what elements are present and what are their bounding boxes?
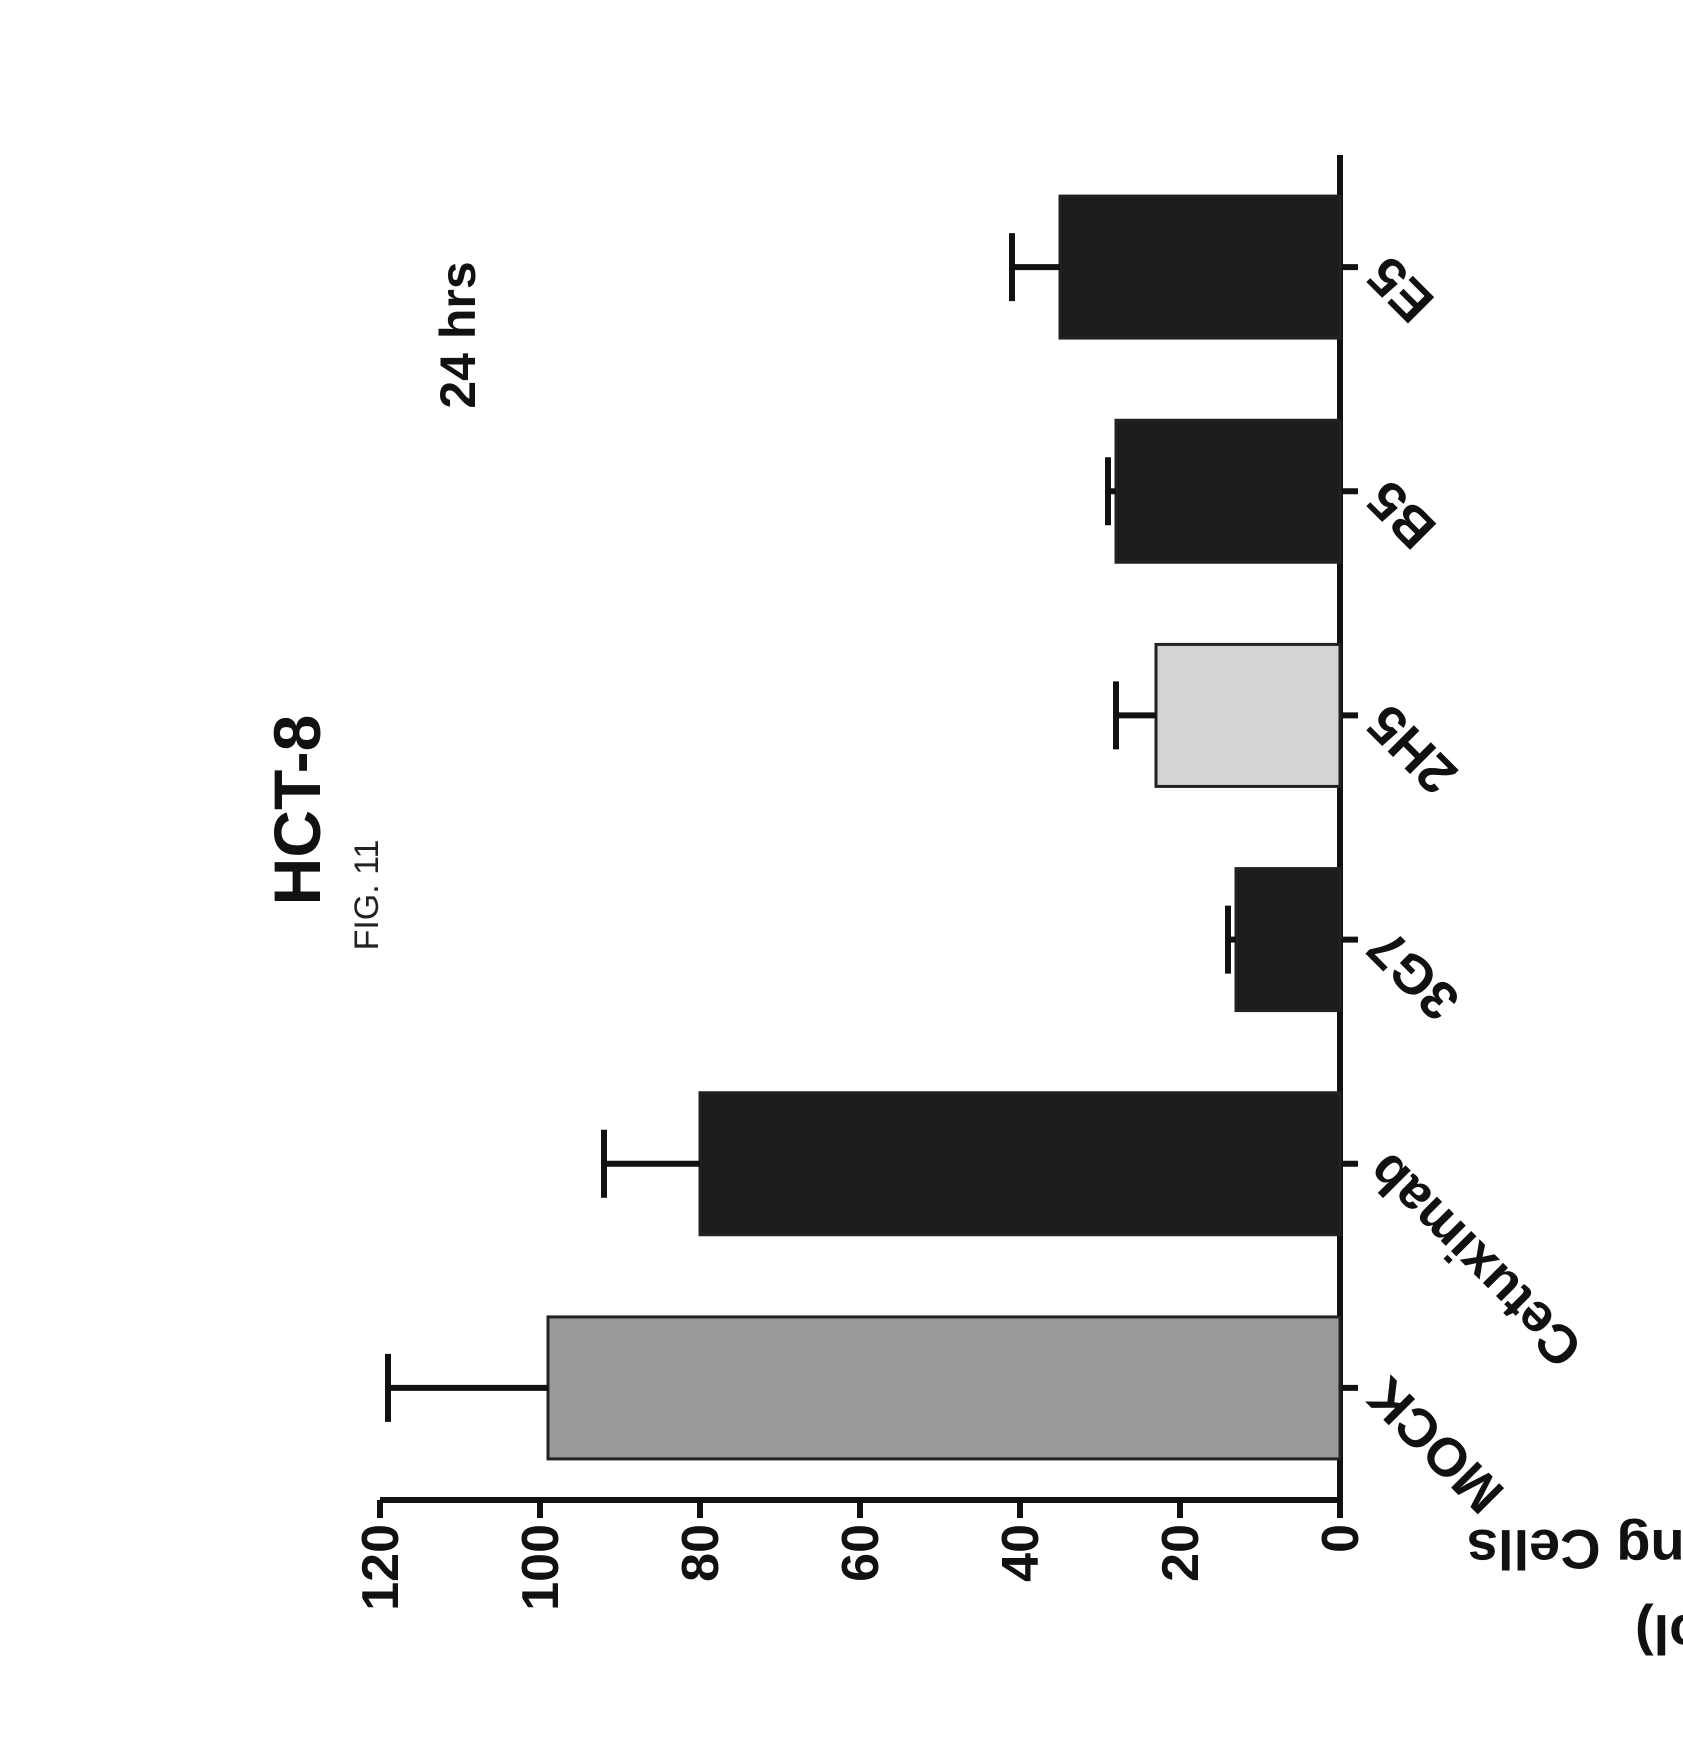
x-tick-label: Cetuximab: [1356, 1141, 1594, 1379]
y-axis-label-line1: Numbers of Invading Cells: [1467, 1518, 1683, 1581]
error-bars: [385, 233, 1236, 1422]
y-tick-label: 0: [1312, 1524, 1370, 1553]
chart-title: HCT-8: [260, 715, 334, 906]
bar: [698, 1091, 1342, 1237]
y-axis-label: Numbers of Invading Cells (% of Control): [1467, 1518, 1683, 1666]
y-tick-label: 20: [1152, 1524, 1210, 1582]
x-tick-label: 3G7: [1356, 917, 1471, 1032]
y-tick-label: 100: [512, 1524, 570, 1611]
x-tick-label: E5: [1356, 245, 1445, 334]
bar: [546, 1315, 1342, 1461]
bar: [1234, 867, 1342, 1013]
axes: [377, 155, 1358, 1518]
y-tick-label: 120: [352, 1524, 410, 1611]
bar: [1058, 194, 1342, 340]
bar: [1154, 642, 1342, 788]
y-tick-label: 80: [672, 1524, 730, 1582]
bars: [546, 194, 1342, 1461]
y-axis-label-line2: (% of Control): [1635, 1603, 1683, 1666]
x-tick-label: MOCK: [1356, 1365, 1515, 1524]
bar: [1114, 418, 1342, 564]
plot-rotated: HCT-8 24 hrs Numbers of Invading Cells (…: [260, 155, 1683, 1666]
x-tick-label: B5: [1356, 469, 1447, 560]
y-tick-label: 40: [992, 1524, 1050, 1582]
chart-subtitle: 24 hrs: [430, 261, 486, 408]
y-tick-labels: 0 20 40 60 80 100 120: [352, 1524, 1370, 1611]
figure-label: FIG. 11: [348, 840, 386, 951]
x-tick-label: 2H5: [1356, 693, 1468, 805]
y-tick-label: 60: [832, 1524, 890, 1582]
